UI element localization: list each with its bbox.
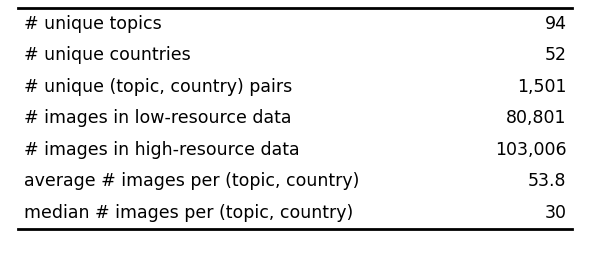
Text: 80,801: 80,801 — [506, 109, 566, 127]
Text: 53.8: 53.8 — [528, 172, 566, 190]
Text: # unique countries: # unique countries — [24, 46, 191, 64]
Text: 30: 30 — [545, 204, 566, 222]
Text: median # images per (topic, country): median # images per (topic, country) — [24, 204, 353, 222]
Text: 52: 52 — [545, 46, 566, 64]
Text: 103,006: 103,006 — [495, 141, 566, 159]
Text: 1,501: 1,501 — [517, 78, 566, 96]
Text: # images in low-resource data: # images in low-resource data — [24, 109, 291, 127]
Text: # unique topics: # unique topics — [24, 15, 161, 33]
Text: average # images per (topic, country): average # images per (topic, country) — [24, 172, 359, 190]
Text: # images in high-resource data: # images in high-resource data — [24, 141, 299, 159]
Text: # unique (topic, country) pairs: # unique (topic, country) pairs — [24, 78, 292, 96]
Text: 94: 94 — [545, 15, 566, 33]
